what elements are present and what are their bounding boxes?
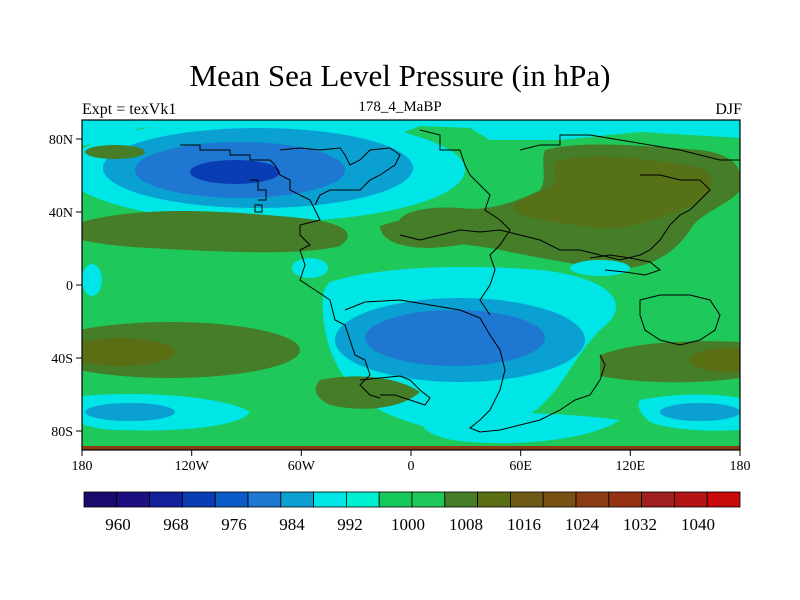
north-america-east-coast bbox=[279, 147, 401, 206]
colorbar-label-992: 992 bbox=[337, 515, 363, 534]
colorbar-swatch-5 bbox=[247, 491, 282, 508]
eurasia-north-coast bbox=[519, 134, 740, 161]
americas-low bbox=[292, 258, 328, 278]
colorbar-label-984: 984 bbox=[279, 515, 305, 534]
coastlines bbox=[180, 129, 740, 433]
colorbar-swatch-7 bbox=[313, 491, 347, 508]
southern-cone bbox=[359, 375, 431, 406]
south-america-africa-outline bbox=[344, 299, 606, 433]
colorbar-swatch-6 bbox=[280, 491, 314, 508]
colorbar-swatch-0 bbox=[83, 491, 118, 508]
colorbar-label-968: 968 bbox=[163, 515, 189, 534]
experiment-label: Expt = texVk1 bbox=[82, 101, 177, 118]
colorbar-label-1024: 1024 bbox=[565, 515, 600, 534]
x-tick-labels: 180 120W 60W 0 60E 120E 180 bbox=[72, 459, 751, 474]
chart-title: Mean Sea Level Pressure (in hPa) bbox=[189, 58, 611, 93]
asian-high-inner bbox=[513, 156, 712, 229]
y-tick-40s: 40S bbox=[51, 352, 73, 367]
north-low-core bbox=[190, 160, 280, 184]
colorbar-swatch-4 bbox=[214, 491, 249, 508]
colorbar-swatch-2 bbox=[149, 491, 183, 508]
colorbar-swatch-3 bbox=[181, 491, 216, 508]
colorbar-swatch-17 bbox=[641, 491, 675, 508]
tropical-low-west bbox=[82, 264, 102, 296]
antarctic-high-edge bbox=[82, 446, 740, 450]
colorbar-label-1040: 1040 bbox=[681, 515, 715, 534]
x-tick-180e: 180 bbox=[730, 459, 751, 474]
x-tick-120w: 120W bbox=[175, 459, 210, 474]
arctic-ridge bbox=[85, 145, 145, 159]
colorbar-swatch-16 bbox=[608, 491, 642, 508]
south-low-inner bbox=[365, 310, 545, 366]
colorbar-swatch-8 bbox=[345, 491, 380, 508]
south-pacific-high-core bbox=[82, 338, 175, 366]
tropical-low-east bbox=[570, 260, 630, 276]
y-tick-40n: 40N bbox=[49, 206, 73, 221]
colorbar-label-976: 976 bbox=[221, 515, 247, 534]
australia-outline bbox=[639, 294, 721, 346]
south-ocean-low-center bbox=[420, 412, 620, 444]
colorbar-swatch-1 bbox=[116, 491, 151, 508]
south-ocean-low-west-core bbox=[85, 403, 175, 421]
x-tick-180w: 180 bbox=[72, 459, 93, 474]
y-tick-labels: 80N 40N 0 40S 80S bbox=[49, 133, 73, 440]
colorbar-label-1016: 1016 bbox=[507, 515, 541, 534]
axis-ticks bbox=[76, 138, 741, 456]
colorbar-swatch-10 bbox=[411, 491, 446, 508]
colorbar-swatch-9 bbox=[378, 491, 413, 508]
y-tick-80s: 80S bbox=[51, 425, 73, 440]
south-ocean-low-east-core bbox=[660, 403, 740, 421]
maritime-continent bbox=[589, 254, 662, 276]
season-label: DJF bbox=[715, 101, 742, 118]
south-indian-high-core bbox=[690, 348, 740, 372]
colorbar-label-1008: 1008 bbox=[449, 515, 483, 534]
x-tick-0: 0 bbox=[408, 459, 415, 474]
colorbar-swatch-14 bbox=[542, 491, 577, 508]
europe-africa-west-coast bbox=[419, 129, 511, 316]
colorbar-swatch-15 bbox=[575, 491, 610, 508]
colorbar-swatch-12 bbox=[477, 491, 511, 508]
asia-south-coast bbox=[399, 174, 711, 261]
colorbar-label-960: 960 bbox=[105, 515, 131, 534]
y-tick-80n: 80N bbox=[49, 133, 73, 148]
colorbar bbox=[83, 491, 741, 508]
colorbar-swatch-19 bbox=[706, 491, 741, 508]
x-tick-60e: 60E bbox=[509, 459, 532, 474]
colorbar-label-1032: 1032 bbox=[623, 515, 657, 534]
run-label: 178_4_MaBP bbox=[358, 99, 442, 115]
europe-high bbox=[380, 215, 502, 248]
colorbar-swatch-18 bbox=[674, 491, 708, 508]
north-ridge-band bbox=[82, 211, 348, 253]
x-tick-120e: 120E bbox=[616, 459, 646, 474]
greenland-fragment bbox=[250, 179, 267, 201]
colorbar-labels: 960 968 976 984 992 1000 1008 1016 1024 … bbox=[105, 515, 715, 534]
colorbar-swatch-11 bbox=[444, 491, 478, 508]
y-tick-0: 0 bbox=[66, 279, 73, 294]
contour-field bbox=[82, 120, 740, 450]
island-fragment bbox=[254, 204, 263, 213]
x-tick-60w: 60W bbox=[288, 459, 316, 474]
americas-west-coast bbox=[180, 144, 381, 399]
colorbar-swatch-13 bbox=[509, 491, 544, 508]
colorbar-label-1000: 1000 bbox=[391, 515, 425, 534]
